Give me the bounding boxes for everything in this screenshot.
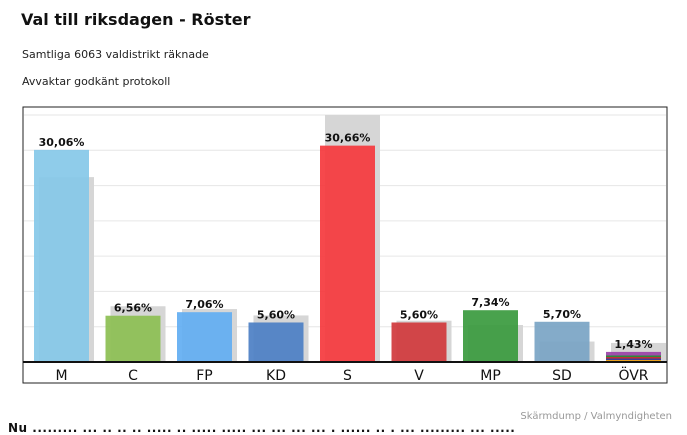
bar-C xyxy=(105,315,161,362)
ovr-segment xyxy=(606,355,661,357)
category-label-S: S xyxy=(343,368,352,384)
bar-FP xyxy=(177,312,232,362)
protocol-status-text: Avvaktar godkänt protokoll xyxy=(22,75,171,88)
current-result-bars xyxy=(34,145,661,362)
category-labels: M C FP KD S V MP SD ÖVR xyxy=(55,366,648,384)
value-label-V: 5,60% xyxy=(400,308,438,321)
bar-S xyxy=(320,145,375,362)
value-label-SD: 5,70% xyxy=(543,308,581,321)
cutoff-caption: Nu ......... ... .. .. .. ..... .. .....… xyxy=(8,421,516,435)
category-label-M: M xyxy=(55,368,67,384)
value-label-KD: 5,60% xyxy=(257,308,295,321)
counted-districts-text: Samtliga 6063 valdistrikt räknade xyxy=(22,48,209,61)
value-label-S: 30,66% xyxy=(325,132,371,145)
category-label-FP: FP xyxy=(196,368,213,384)
ovr-segment xyxy=(606,360,661,362)
value-label-MP: 7,34% xyxy=(471,296,509,309)
category-label-SD: SD xyxy=(552,368,572,384)
bar-V xyxy=(391,322,447,362)
ovr-segment xyxy=(606,357,661,359)
category-label-V: V xyxy=(414,368,424,384)
bar-value-labels: 30,06% 6,56% 7,06% 5,60% 30,66% 5,60% 7,34% 5,7… xyxy=(39,132,653,351)
category-label-MP: MP xyxy=(480,368,501,384)
ovr-segment xyxy=(606,358,661,360)
bar-SD xyxy=(534,321,590,362)
value-label-FP: 7,06% xyxy=(185,298,223,311)
bar-MP xyxy=(463,310,518,362)
value-label-C: 6,56% xyxy=(114,302,152,315)
image-credit: Skärmdump / Valmyndigheten xyxy=(520,411,672,422)
bar-KD xyxy=(248,322,304,362)
value-label-M: 30,06% xyxy=(39,136,85,149)
category-label-C: C xyxy=(128,368,138,384)
value-label-ÖVR: 1,43% xyxy=(614,338,652,351)
category-label-ÖVR: ÖVR xyxy=(618,366,648,384)
category-label-KD: KD xyxy=(266,368,286,384)
page-title: Val till riksdagen - Röster xyxy=(21,10,251,29)
bar-M xyxy=(34,149,89,362)
